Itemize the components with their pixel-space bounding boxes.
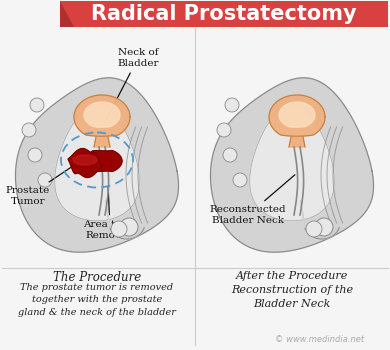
Circle shape	[30, 98, 44, 112]
Circle shape	[120, 218, 138, 236]
Polygon shape	[110, 228, 144, 239]
Polygon shape	[16, 78, 179, 252]
Polygon shape	[68, 148, 102, 177]
Circle shape	[38, 173, 52, 187]
Text: Reconstructed
Bladder Neck: Reconstructed Bladder Neck	[210, 175, 295, 225]
Polygon shape	[250, 105, 334, 221]
Polygon shape	[74, 95, 130, 136]
Polygon shape	[305, 228, 339, 239]
Text: © www.medindia.net: © www.medindia.net	[275, 335, 365, 344]
Text: After the Procedure
Reconstruction of the
Bladder Neck: After the Procedure Reconstruction of th…	[231, 271, 353, 309]
Polygon shape	[269, 95, 325, 136]
Circle shape	[223, 148, 237, 162]
Polygon shape	[289, 137, 305, 147]
Circle shape	[225, 98, 239, 112]
Text: The prostate tumor is removed
together with the prostate
gland & the neck of the: The prostate tumor is removed together w…	[18, 283, 176, 317]
Text: Radical Prostatectomy: Radical Prostatectomy	[91, 4, 357, 24]
Circle shape	[22, 123, 36, 137]
Circle shape	[217, 123, 231, 137]
Text: Neck of
Bladder: Neck of Bladder	[106, 48, 159, 120]
Circle shape	[233, 173, 247, 187]
Polygon shape	[73, 155, 97, 165]
FancyBboxPatch shape	[60, 1, 388, 27]
Polygon shape	[91, 150, 122, 172]
Polygon shape	[279, 102, 315, 127]
Polygon shape	[84, 102, 120, 127]
Circle shape	[315, 218, 333, 236]
Polygon shape	[211, 78, 374, 252]
Circle shape	[111, 221, 127, 237]
Text: Prostate
Tumor: Prostate Tumor	[6, 160, 83, 206]
Circle shape	[28, 148, 42, 162]
Text: The Procedure: The Procedure	[53, 271, 141, 284]
Circle shape	[306, 221, 322, 237]
Text: Area to be
Removed: Area to be Removed	[83, 186, 137, 240]
Polygon shape	[55, 105, 139, 221]
Polygon shape	[94, 137, 110, 147]
Polygon shape	[60, 1, 74, 27]
